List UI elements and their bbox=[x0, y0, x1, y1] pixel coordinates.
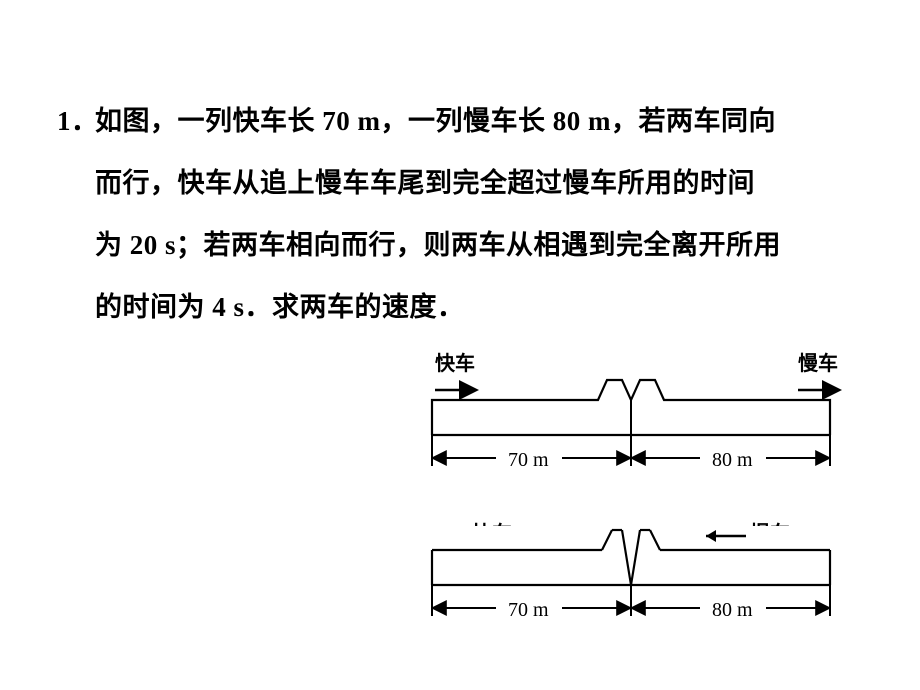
top-dim70-text: 70 m bbox=[508, 449, 549, 471]
problem-line-2: 而行，快车从追上慢车车尾到完全超过慢车所用的时间 bbox=[95, 152, 855, 214]
problem-line-3: 为 20 s；若两车相向而行，则两车从相遇到完全离开所用 bbox=[95, 214, 855, 276]
problem-line-4: 的时间为 4 s．求两车的速度． bbox=[95, 276, 855, 338]
top-slow-label: 慢车 bbox=[798, 351, 838, 375]
problem-line-1: 1．如图，一列快车长 70 m，一列慢车长 80 m，若两车同向 bbox=[95, 90, 855, 152]
bot-dim70-text: 70 m bbox=[508, 599, 549, 621]
problem-number: 1． bbox=[57, 90, 95, 152]
train-diagram: 快车 慢车 70 m 80 m bbox=[400, 340, 870, 650]
problem-line-1-text: 如图，一列快车长 70 m，一列慢车长 80 m，若两车同向 bbox=[95, 106, 776, 136]
bot-dim80-text: 80 m bbox=[712, 599, 753, 621]
problem-text-block: 1．如图，一列快车长 70 m，一列慢车长 80 m，若两车同向 而行，快车从追… bbox=[95, 90, 855, 338]
page: 1．如图，一列快车长 70 m，一列慢车长 80 m，若两车同向 而行，快车从追… bbox=[0, 0, 920, 690]
top-fast-label: 快车 bbox=[435, 351, 475, 375]
top-scene: 快车 慢车 70 m 80 m bbox=[432, 351, 838, 471]
top-dim80-text: 80 m bbox=[712, 449, 753, 471]
bottom-scene: 快车 慢车 bbox=[428, 521, 836, 621]
diagram-svg: 快车 慢车 70 m 80 m bbox=[400, 340, 860, 650]
